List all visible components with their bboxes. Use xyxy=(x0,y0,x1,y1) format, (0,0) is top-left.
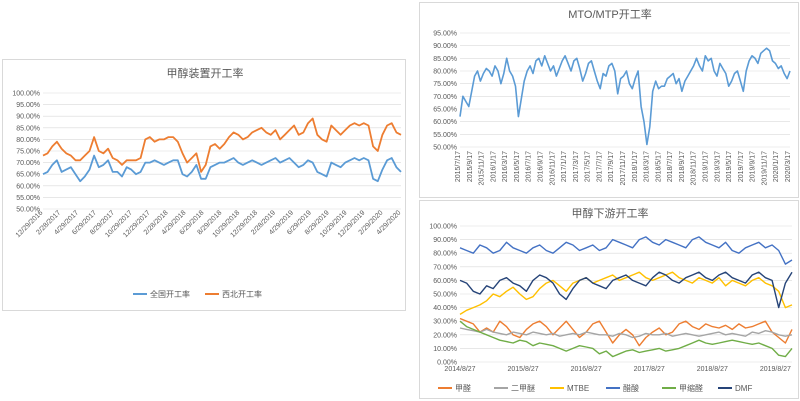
y-tick-label: 55.00% xyxy=(433,132,457,139)
y-tick-label: 70.00% xyxy=(433,264,457,271)
series-line-2 xyxy=(460,272,792,314)
chart-mto-mtp: MTO/MTP开工率 95.00% 90.00% 85.00% 80.00% 75.00%… xyxy=(420,3,800,199)
x-tick-label: 2017/7/17 xyxy=(596,151,603,182)
y-tick-label: 95.00% xyxy=(16,102,40,109)
y-tick-label: 60.00% xyxy=(433,278,457,285)
y-tick-label: 70.00% xyxy=(433,94,457,101)
x-tick-label: 2019/8/27 xyxy=(760,366,791,373)
series-line-0 xyxy=(43,156,401,182)
y-tick-label: 50.00% xyxy=(433,292,457,299)
y-tick-label: 100.00% xyxy=(429,224,457,231)
y-tick-label: 80.00% xyxy=(433,251,457,258)
x-tick-label: 2016/3/17 xyxy=(502,151,509,182)
x-tick-label: 2018/5/17 xyxy=(655,151,662,182)
y-tick-label: 55.00% xyxy=(16,195,40,202)
legend-label: 甲醛 xyxy=(455,383,471,393)
x-tick-label: 2017/1/17 xyxy=(561,151,568,182)
y-tick-label: 70.00% xyxy=(16,160,40,167)
x-tick-label: 2019/11/17 xyxy=(761,151,768,186)
x-tick-label: 2017/9/17 xyxy=(608,151,615,182)
y-tick-label: 50.00% xyxy=(433,145,457,152)
x-tick-label: 2017/3/17 xyxy=(573,151,580,182)
x-tick-label: 2020/1/17 xyxy=(773,151,780,182)
y-tick-label: 90.00% xyxy=(433,43,457,50)
y-tick-label: 90.00% xyxy=(433,237,457,244)
y-tick-label: 10.00% xyxy=(433,346,457,353)
x-tick-label: 2019/9/17 xyxy=(750,151,757,182)
x-tick-label: 2019/7/17 xyxy=(738,151,745,182)
x-tick-label: 2019/1/17 xyxy=(703,151,710,182)
x-tick-label: 2015/7/17 xyxy=(455,151,462,182)
x-tick-label: 2014/8/27 xyxy=(444,366,475,373)
series-line-3 xyxy=(460,237,792,264)
x-tick-label: 2016/8/27 xyxy=(571,366,602,373)
x-tick-label: 2016/1/17 xyxy=(490,151,497,182)
chart-methanol-plant: 甲醇装置开工率 100.00% 95.00% 90.00% 85.00% 80.00% 75… xyxy=(3,60,407,312)
y-tick-label: 95.00% xyxy=(433,31,457,38)
legend-label: DMF xyxy=(735,384,752,393)
x-tick-label: 2017/8/27 xyxy=(634,366,665,373)
y-tick-label: 75.00% xyxy=(16,149,40,156)
x-tick-label: 2016/11/17 xyxy=(549,151,556,186)
x-tick-label: 2018/9/17 xyxy=(679,151,686,182)
chart-panel-mto-mtp: MTO/MTP开工率 95.00% 90.00% 85.00% 80.00% 75.00%… xyxy=(419,2,799,198)
x-tick-label: 2018/1/17 xyxy=(632,151,639,182)
x-tick-label: 2017/5/17 xyxy=(585,151,592,182)
x-tick-label: 2016/5/17 xyxy=(514,151,521,182)
x-tick-label: 2019/3/17 xyxy=(714,151,721,182)
x-tick-label: 2017/11/17 xyxy=(620,151,627,186)
chart-panel-methanol-downstream: 甲醇下游开工率 100.00% 90.00% 80.00% 70.00% 60.00% 50… xyxy=(419,200,799,399)
legend-label: MTBE xyxy=(567,384,589,393)
y-tick-label: 60.00% xyxy=(433,119,457,126)
y-tick-label: 100.00% xyxy=(12,91,40,98)
y-tick-label: 80.00% xyxy=(433,69,457,76)
y-tick-label: 75.00% xyxy=(433,81,457,88)
y-tick-label: 20.00% xyxy=(433,332,457,339)
y-tick-label: 30.00% xyxy=(433,319,457,326)
y-tick-label: 65.00% xyxy=(16,172,40,179)
chart-title: 甲醇下游开工率 xyxy=(572,206,649,220)
x-tick-label: 2016/7/17 xyxy=(526,151,533,182)
y-tick-label: 85.00% xyxy=(433,56,457,63)
y-tick-label: 40.00% xyxy=(433,305,457,312)
y-tick-label: 90.00% xyxy=(16,114,40,121)
chart-panel-methanol-plant: 甲醇装置开工率 100.00% 95.00% 90.00% 85.00% 80.00% 75… xyxy=(2,59,406,311)
chart-methanol-downstream: 甲醇下游开工率 100.00% 90.00% 80.00% 70.00% 60.00% 50… xyxy=(420,201,800,400)
y-tick-label: 85.00% xyxy=(16,125,40,132)
y-tick-label: 80.00% xyxy=(16,137,40,144)
x-tick-label: 2018/3/17 xyxy=(644,151,651,182)
x-tick-label: 2020/3/17 xyxy=(785,151,792,182)
legend-label: 西北开工率 xyxy=(222,289,262,299)
chart-title: 甲醇装置开工率 xyxy=(167,66,244,80)
x-tick-label: 2015/11/17 xyxy=(479,151,486,186)
legend-label: 二甲醚 xyxy=(511,383,535,393)
y-tick-label: 65.00% xyxy=(433,107,457,114)
x-tick-label: 2016/9/17 xyxy=(538,151,545,182)
chart-title: MTO/MTP开工率 xyxy=(568,7,652,21)
x-tick-label: 2019/5/17 xyxy=(726,151,733,182)
legend-label: 全国开工率 xyxy=(150,289,190,299)
y-tick-label: 60.00% xyxy=(16,183,40,190)
legend-label: 甲缩醛 xyxy=(679,383,703,393)
x-tick-label: 2015/8/27 xyxy=(508,366,539,373)
x-tick-label: 2018/7/17 xyxy=(667,151,674,182)
legend-label: 醋酸 xyxy=(623,383,639,393)
x-tick-label: 2018/8/27 xyxy=(697,366,728,373)
x-tick-label: 2015/9/17 xyxy=(467,151,474,182)
x-tick-label: 2018/11/17 xyxy=(691,151,698,186)
